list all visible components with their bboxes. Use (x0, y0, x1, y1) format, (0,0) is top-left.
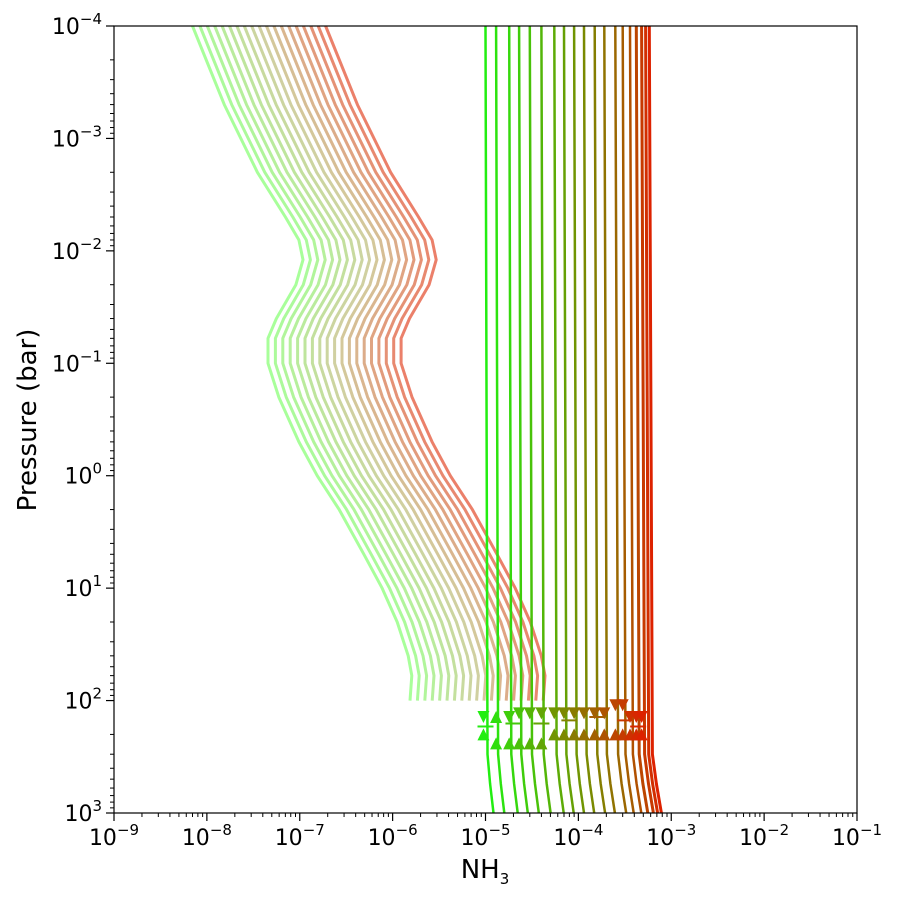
marker-triangle-down (503, 711, 516, 724)
y-tick-label: 102 (64, 685, 102, 715)
photochem-profile-line (213, 25, 436, 701)
y-tick-label: 10−4 (52, 10, 102, 40)
x-tick-label: 10−1 (832, 821, 882, 851)
marker-triangle-down (588, 707, 601, 720)
photochem-profile-line (191, 25, 414, 701)
x-axis-ticks: 10−9 10−8 10−7 10−6 10−5 10−4 10−3 10−2 10−1 (89, 813, 882, 851)
marker-triangle-up (568, 728, 581, 741)
marker-triangle-down (535, 707, 548, 720)
marker-triangle-up (635, 728, 648, 741)
deep-profile-line (644, 25, 660, 814)
photochem-profile-line (242, 25, 466, 701)
marker-triangle-down (477, 711, 490, 724)
y-tick-label: 101 (64, 572, 102, 602)
deep-profile-line (621, 25, 635, 814)
deep-profile-line (634, 25, 650, 814)
photochem-profile-line (287, 25, 510, 701)
photochem-profile-line (250, 25, 473, 701)
series-layer (191, 25, 663, 814)
marker-triangle-up (535, 737, 548, 750)
photochem-profile-line (198, 25, 421, 701)
y-tick-label: 10−3 (52, 122, 102, 152)
marker-triangle-down (557, 707, 570, 720)
marker-triangle-up (490, 711, 503, 724)
deep-profile-line (494, 25, 506, 814)
marker-triangle-up (598, 728, 611, 741)
marker-triangle-down (568, 707, 581, 720)
x-tick-label: 10−9 (89, 821, 139, 851)
marker-triangle-up (588, 728, 601, 741)
marker-triangle-down (513, 707, 526, 720)
photochem-profile-line (257, 25, 480, 701)
photochem-profile-line (235, 25, 458, 701)
marker-triangle-down (523, 707, 536, 720)
deep-profile-line (647, 25, 663, 814)
marker-layer (477, 699, 648, 750)
deep-profile-line (628, 25, 643, 814)
x-tick-label: 10−7 (275, 821, 325, 851)
deep-profile-line (484, 25, 495, 814)
deep-profile-line (582, 25, 596, 814)
marker-triangle-up (548, 728, 561, 741)
marker-triangle-up (490, 737, 503, 750)
y-tick-label: 103 (64, 797, 102, 827)
marker-triangle-up (578, 728, 591, 741)
marker-triangle-up (513, 737, 526, 750)
marker-triangle-down (578, 707, 591, 720)
marker-triangle-down (548, 707, 561, 720)
x-tick-label: 10−8 (182, 821, 232, 851)
x-tick-label: 10−6 (368, 821, 418, 851)
y-tick-label: 10−1 (52, 347, 102, 377)
photochem-profile-line (220, 25, 443, 701)
deep-profile-line (593, 25, 607, 814)
deep-profile-line (603, 25, 617, 814)
deep-profile-line (507, 25, 519, 814)
deep-profile-line (614, 25, 628, 814)
x-tick-label: 10−5 (460, 821, 510, 851)
marker-triangle-up (523, 737, 536, 750)
y-tick-label: 100 (64, 460, 102, 490)
photochem-profile-line (279, 25, 503, 701)
deep-profile-line (562, 25, 575, 814)
deep-profile-line (517, 25, 530, 814)
marker-triangle-up (477, 728, 490, 741)
deep-profile-line (640, 25, 655, 814)
photochem-profile-line (309, 25, 532, 701)
x-tick-label: 10−2 (739, 821, 789, 851)
deep-profile-line (540, 25, 552, 814)
photochem-profile-line (265, 25, 488, 701)
x-tick-label: 10−3 (646, 821, 696, 851)
marker-triangle-down (598, 707, 611, 720)
marker-triangle-up (503, 737, 516, 750)
x-tick-label: 10−4 (553, 821, 603, 851)
marker-triangle-down (616, 699, 629, 712)
photochem-profile-line (228, 25, 451, 701)
photochem-profile-line (302, 25, 525, 701)
marker-triangle-down (635, 711, 648, 724)
y-axis-ticks: 10−4 10−3 10−2 10−1 100 101 102 103 (52, 10, 114, 827)
photochem-profile-line (272, 25, 495, 701)
marker-triangle-up (557, 728, 570, 741)
y-tick-label: 10−2 (52, 235, 102, 265)
deep-profile-line (528, 25, 541, 814)
y-axis-label: Pressure (bar) (13, 329, 43, 512)
photochem-profile-line (324, 25, 547, 701)
photochem-profile-line (205, 25, 429, 701)
x-axis-label: NH3 (461, 855, 510, 888)
deep-profile-line (572, 25, 586, 814)
deep-profile-line (553, 25, 565, 814)
